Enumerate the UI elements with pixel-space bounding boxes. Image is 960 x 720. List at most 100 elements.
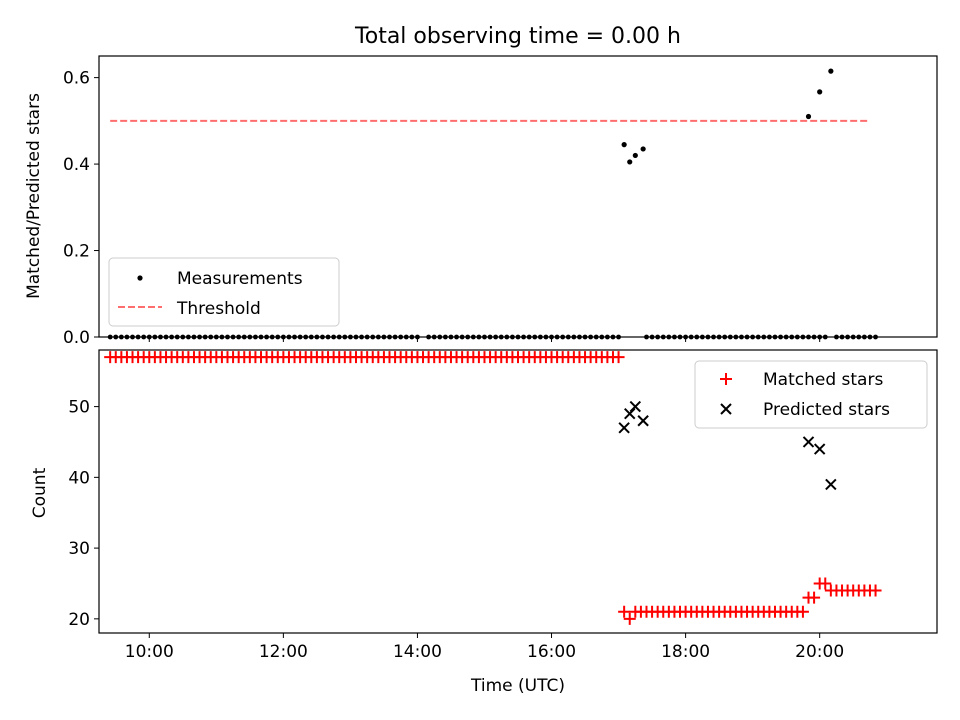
measurement-point <box>398 334 404 340</box>
measurement-point <box>772 334 778 340</box>
measurement-point <box>437 334 443 340</box>
measurement-point <box>258 334 264 340</box>
measurement-point <box>241 334 247 340</box>
measurement-point <box>565 334 571 340</box>
predicted-star-point <box>624 407 636 420</box>
measurement-point <box>442 334 448 340</box>
measurement-point <box>761 334 767 340</box>
measurement-point <box>873 334 878 340</box>
measurement-point <box>225 334 230 340</box>
measurement-point <box>465 334 471 340</box>
measurement-point <box>124 334 130 340</box>
measurement-point <box>375 334 381 340</box>
matched-star-point <box>623 612 636 625</box>
measurement-point <box>163 334 169 340</box>
measurement-point <box>286 334 292 340</box>
top-panel: 0.0 0.2 0.4 0.6 Matched/Predicted stars Mea… <box>24 55 938 348</box>
measurement-point <box>739 334 744 340</box>
measurement-point <box>817 89 823 95</box>
predicted-star-point <box>629 400 642 413</box>
measurement-point <box>392 334 398 340</box>
measurement-point <box>800 334 806 340</box>
top-y-tick-label: 0.0 <box>63 328 90 348</box>
bottom-legend: Matched stars Predicted stars <box>694 360 928 429</box>
measurement-point <box>359 334 364 340</box>
matched-star-point <box>618 605 631 618</box>
x-tick-label: 18:00 <box>661 642 710 662</box>
measurement-point <box>711 334 716 340</box>
measurement-point <box>482 334 487 340</box>
matched-star-point <box>612 351 625 364</box>
bottom-legend-box <box>694 360 928 429</box>
measurement-point <box>856 334 862 340</box>
measurement-point <box>660 334 666 340</box>
measurement-point <box>135 334 141 340</box>
measurement-point <box>504 334 510 340</box>
measurement-point <box>806 334 811 340</box>
measurement-point <box>560 334 566 340</box>
x-tick-label: 16:00 <box>527 642 576 662</box>
measurement-point <box>755 334 761 340</box>
predicted-star-point <box>802 436 815 448</box>
measurement-point <box>666 334 672 340</box>
measurement-point <box>722 334 728 340</box>
measurement-point <box>716 334 722 340</box>
x-tick-label: 14:00 <box>393 642 442 662</box>
bottom-plot-frame <box>98 349 938 634</box>
measurement-point <box>571 334 577 340</box>
measurement-point <box>185 334 191 340</box>
measurement-point <box>744 334 750 340</box>
matched-star-point <box>808 591 821 604</box>
measurement-point <box>828 68 834 74</box>
measurement-point <box>789 334 795 340</box>
measurement-point <box>208 334 214 340</box>
measurement-point <box>275 334 281 340</box>
measurement-point <box>616 334 621 340</box>
measurement-point <box>672 334 677 340</box>
measurement-point <box>493 334 499 340</box>
measurement-point <box>604 334 610 340</box>
top-y-tick-label: 0.4 <box>63 155 90 175</box>
measurement-point <box>152 334 158 340</box>
measurement-point <box>727 334 733 340</box>
measurement-point <box>526 334 532 340</box>
measurement-point <box>593 334 599 340</box>
legend-measurements-marker <box>137 275 143 281</box>
measurement-point <box>640 146 646 152</box>
matched-star-point <box>869 584 882 597</box>
top-y-tick-label: 0.6 <box>63 69 90 89</box>
measurement-point <box>532 334 538 340</box>
measurement-point <box>783 334 789 340</box>
measurement-point <box>158 334 163 340</box>
measurement-point <box>219 334 225 340</box>
measurement-point <box>655 334 661 340</box>
x-axis-label: Time (UTC) <box>470 676 565 696</box>
measurement-point <box>448 334 454 340</box>
measurement-point <box>336 334 342 340</box>
measurement-point <box>867 334 873 340</box>
measurement-point <box>202 334 208 340</box>
bottom-y-tick-label: 50 <box>68 398 90 418</box>
predicted-star-point <box>825 478 837 491</box>
top-legend: Measurements Threshold <box>108 257 340 327</box>
measurement-point <box>342 334 348 340</box>
predicted-star-point <box>637 415 649 427</box>
measurement-point <box>627 159 633 165</box>
measurement-point <box>426 334 432 340</box>
measurement-point <box>141 334 147 340</box>
measurement-point <box>694 334 700 340</box>
measurement-point <box>487 334 493 340</box>
bottom-y-axis-label: Count <box>30 467 50 518</box>
bottom-y-ticks: 20 30 40 50 <box>68 398 99 630</box>
measurement-point <box>370 334 376 340</box>
measurement-point <box>253 334 258 340</box>
legend-matched-label: Matched stars <box>763 370 883 390</box>
measurement-point <box>632 152 638 159</box>
x-tick-label: 10:00 <box>125 642 174 662</box>
measurement-point <box>644 334 649 340</box>
measurement-point <box>403 334 409 340</box>
measurement-point <box>699 334 705 340</box>
measurement-point <box>459 334 465 340</box>
top-marks <box>107 68 878 340</box>
measurement-point <box>476 334 482 340</box>
